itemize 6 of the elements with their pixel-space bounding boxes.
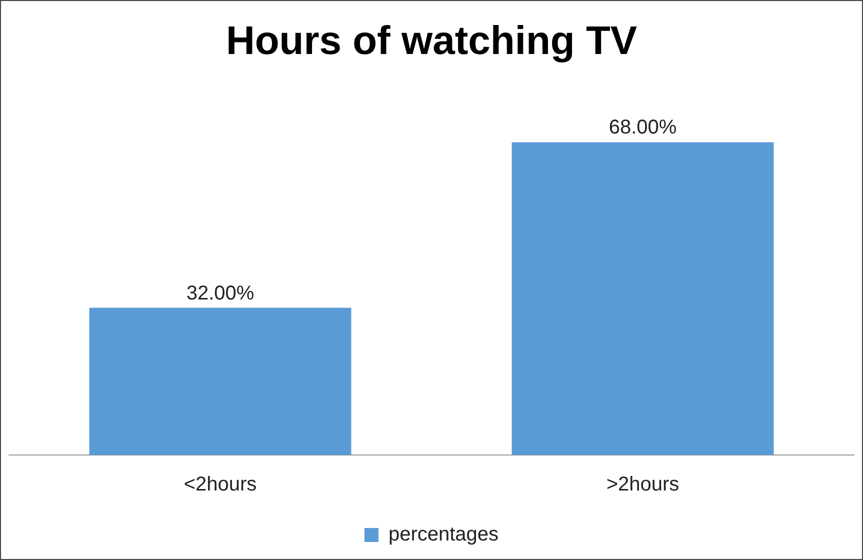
x-tick-label: <2hours bbox=[184, 474, 257, 496]
data-label: 32.00% bbox=[186, 282, 254, 304]
chart-title: Hours of watching TV bbox=[226, 19, 638, 64]
data-label: 68.00% bbox=[608, 116, 677, 139]
legend-label: percentages bbox=[388, 524, 499, 546]
x-tick-label: >2hours bbox=[606, 474, 680, 496]
